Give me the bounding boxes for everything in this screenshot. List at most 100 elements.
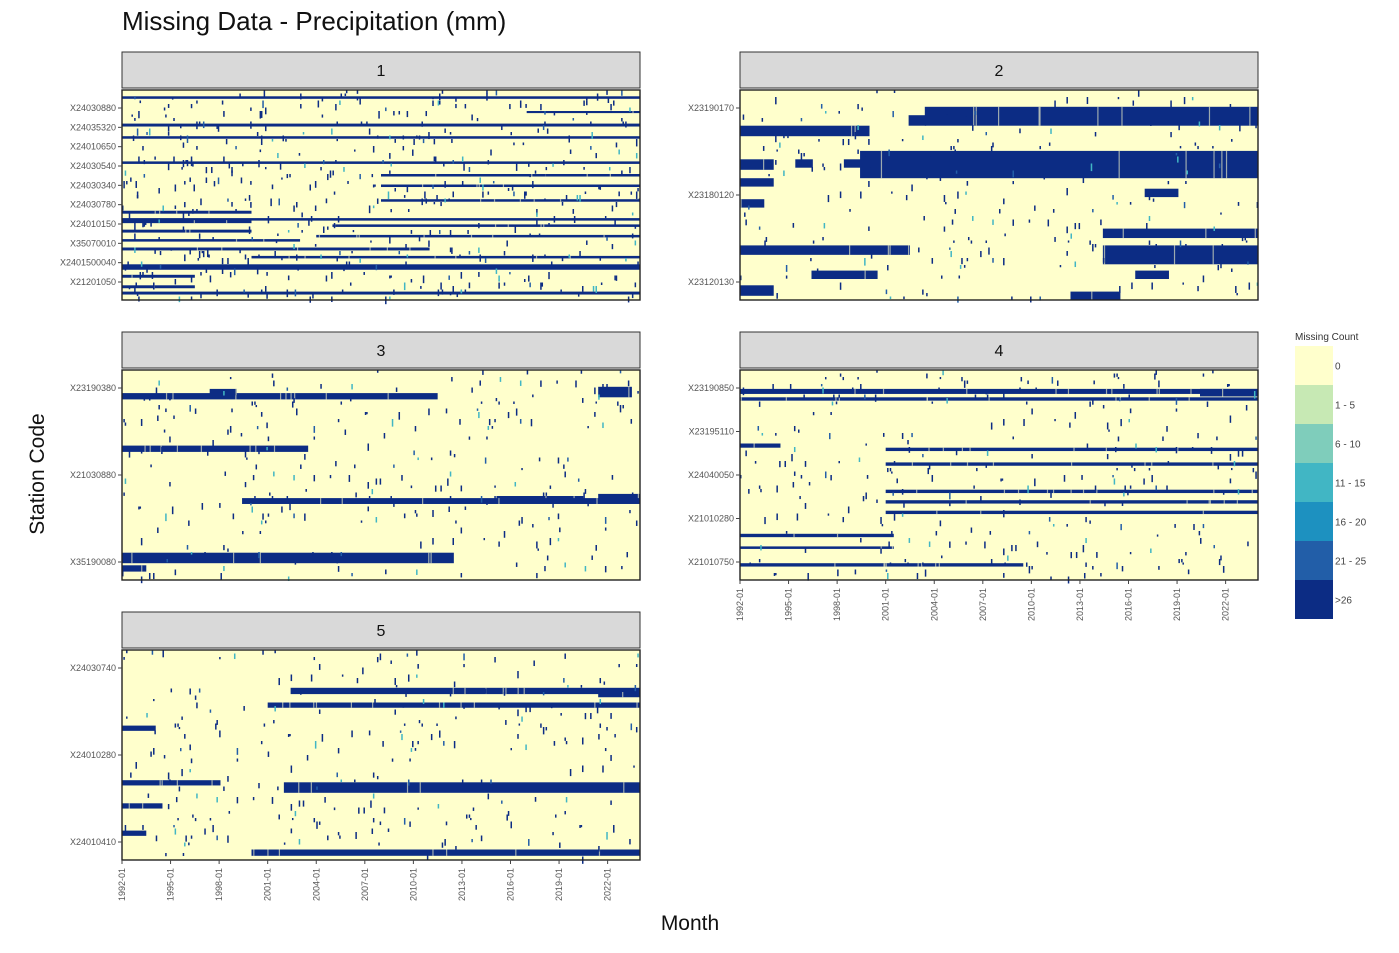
missing-cell: [260, 412, 263, 417]
missing-band: [740, 199, 765, 208]
missing-cell: [565, 797, 568, 803]
missing-cell: [329, 170, 332, 178]
band-gap: [1111, 388, 1113, 394]
missing-cell: [1116, 562, 1118, 570]
missing-cell: [560, 713, 562, 716]
band-gap: [1212, 245, 1214, 265]
x-tick-label: 1998-01: [214, 868, 224, 901]
missing-cell: [608, 167, 611, 171]
missing-cell: [1124, 485, 1126, 492]
band-gap: [543, 224, 545, 227]
missing-band: [1199, 388, 1258, 397]
missing-cell: [635, 520, 638, 526]
missing-cell: [256, 132, 259, 137]
missing-band: [740, 443, 781, 448]
missing-cell: [740, 275, 742, 281]
missing-cell: [536, 212, 538, 217]
band-gap: [1222, 388, 1224, 397]
missing-cell: [439, 730, 441, 738]
missing-cell: [122, 205, 124, 211]
band-gap: [740, 397, 742, 401]
missing-band: [740, 159, 774, 170]
missing-cell: [1054, 419, 1056, 422]
missing-cell: [876, 370, 878, 373]
missing-cell: [955, 450, 958, 456]
x-tick-label: 2016-01: [506, 868, 516, 901]
missing-cell: [1185, 244, 1187, 250]
missing-band: [526, 111, 640, 114]
missing-cell: [355, 492, 357, 498]
missing-cell: [345, 261, 348, 269]
missing-cell: [522, 499, 525, 504]
missing-cell: [876, 499, 878, 503]
missing-cell: [126, 650, 128, 654]
missing-cell: [313, 436, 316, 440]
missing-cell: [787, 132, 789, 139]
band-gap: [476, 184, 478, 188]
missing-cell: [765, 237, 768, 242]
y-tick-label: X23180120: [688, 190, 734, 200]
x-tick-label: 2013-01: [457, 868, 467, 901]
band-gap: [515, 849, 517, 856]
missing-cell: [437, 100, 440, 106]
missing-cell: [367, 506, 370, 512]
missing-cell: [325, 275, 328, 282]
missing-cell: [217, 177, 220, 185]
band-gap: [1055, 388, 1057, 394]
missing-band: [740, 533, 894, 538]
missing-cell: [854, 132, 857, 140]
band-gap: [478, 184, 480, 188]
band-gap: [278, 849, 280, 856]
missing-cell: [124, 268, 127, 271]
missing-cell: [498, 401, 500, 405]
missing-cell: [162, 650, 164, 658]
missing-cell: [155, 387, 158, 395]
missing-cell: [185, 160, 187, 163]
missing-cell: [923, 216, 925, 221]
missing-cell: [1202, 524, 1205, 529]
missing-band: [122, 393, 438, 400]
missing-cell: [1129, 202, 1132, 205]
missing-cell: [174, 569, 177, 576]
missing-cell: [1092, 209, 1094, 213]
missing-cell: [135, 181, 137, 188]
missing-cell: [275, 240, 278, 244]
missing-cell: [153, 282, 155, 290]
missing-cell: [610, 104, 612, 111]
missing-band: [598, 493, 640, 503]
missing-cell: [630, 191, 633, 195]
band-gap: [1249, 106, 1251, 126]
missing-cell: [1133, 468, 1136, 472]
missing-cell: [267, 216, 270, 224]
missing-cell: [470, 818, 472, 821]
missing-cell: [888, 541, 890, 547]
missing-cell: [579, 195, 581, 202]
missing-cell: [1063, 475, 1066, 482]
missing-cell: [376, 370, 379, 373]
missing-cell: [302, 800, 305, 807]
missing-cell: [1120, 419, 1122, 427]
missing-cell: [403, 723, 406, 726]
missing-band: [1102, 245, 1258, 265]
missing-cell: [1229, 478, 1232, 484]
missing-cell: [1229, 454, 1232, 461]
missing-cell: [139, 272, 142, 280]
missing-cell: [792, 223, 795, 228]
missing-cell: [542, 692, 545, 696]
missing-cell: [296, 254, 298, 261]
missing-cell: [550, 702, 553, 709]
missing-cell: [279, 163, 282, 170]
missing-cell: [1159, 230, 1162, 236]
band-gap: [494, 224, 497, 227]
missing-cell: [393, 289, 395, 295]
missing-cell: [255, 464, 258, 470]
band-gap: [884, 563, 886, 567]
missing-cell: [358, 807, 360, 814]
missing-cell: [768, 174, 770, 177]
missing-cell: [433, 202, 436, 205]
missing-cell: [482, 191, 484, 198]
band-gap: [185, 229, 187, 233]
missing-cell: [484, 688, 487, 694]
missing-cell: [478, 412, 480, 419]
